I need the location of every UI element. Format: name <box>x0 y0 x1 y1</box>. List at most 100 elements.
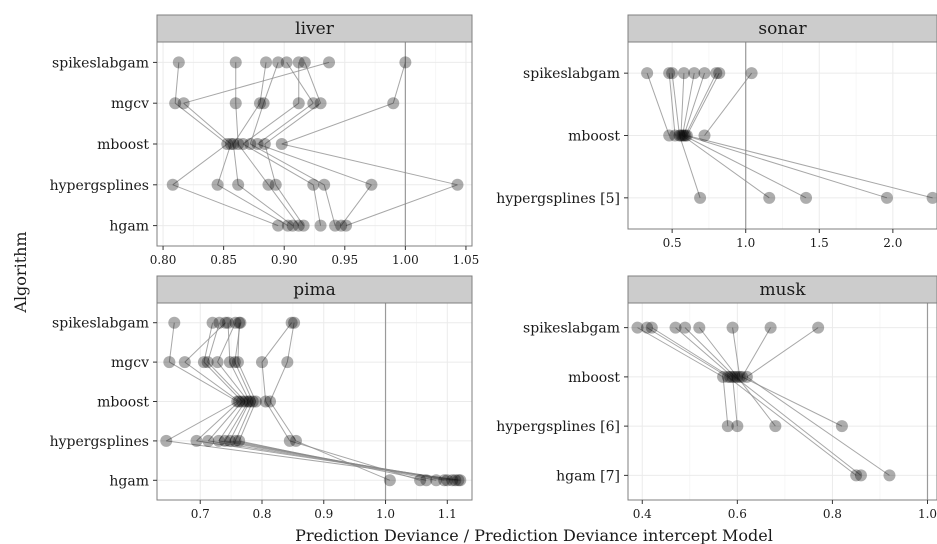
data-point <box>239 395 252 408</box>
data-point <box>674 129 687 142</box>
link-line <box>323 184 336 226</box>
data-point <box>178 356 191 369</box>
data-point <box>202 434 215 447</box>
panel-sonar: sonar spikeslabgam mboost hypergsplines [5]… <box>496 14 937 250</box>
data-point <box>724 370 737 383</box>
links <box>172 61 458 227</box>
link-line <box>340 184 372 226</box>
data-point <box>676 129 689 142</box>
category-label: mgcv <box>111 355 149 371</box>
data-point <box>211 356 224 369</box>
link-line <box>698 327 738 378</box>
link-line <box>217 184 289 227</box>
link-line <box>668 73 676 136</box>
data-point <box>212 434 225 447</box>
data-point <box>721 420 734 433</box>
data-point <box>163 356 176 369</box>
data-point <box>253 97 266 110</box>
category-label: hypergsplines [6] <box>496 419 620 435</box>
category-label: hgam <box>109 219 149 235</box>
link-line <box>166 401 238 442</box>
panel-pima: pima spikeslabgam mgcv mboost hypergsplines h… <box>50 275 473 521</box>
data-point <box>631 321 644 334</box>
link-line <box>174 62 180 104</box>
link-line <box>683 135 807 199</box>
data-point <box>275 138 288 150</box>
link-line <box>227 322 231 363</box>
data-point <box>430 474 443 487</box>
link-line <box>184 361 240 402</box>
data-point <box>323 56 336 69</box>
data-point <box>414 474 427 487</box>
data-point <box>726 321 739 334</box>
data-point <box>197 356 210 369</box>
category-label: mboost <box>97 395 149 411</box>
tick-label: 1.5 <box>810 236 829 250</box>
data-point <box>228 356 241 369</box>
link-line <box>169 361 238 402</box>
data-point <box>446 474 459 487</box>
data-point <box>733 370 746 383</box>
data-point <box>236 395 249 408</box>
tick-label: 1.05 <box>453 253 480 267</box>
tick-label: 1.0 <box>918 507 937 521</box>
link-line <box>257 102 314 145</box>
links <box>166 322 461 481</box>
tick-label: 0.8 <box>823 507 842 521</box>
data-point <box>222 316 235 329</box>
data-point <box>218 434 231 447</box>
link-line <box>261 362 267 402</box>
data-point <box>224 138 237 150</box>
data-point <box>800 191 813 204</box>
link-line <box>217 361 249 402</box>
category-label: mboost <box>568 129 620 145</box>
link-line <box>295 440 391 481</box>
data-point <box>231 356 244 369</box>
category-label: hgam <box>109 473 149 489</box>
strip-liver <box>156 14 473 43</box>
data-point <box>231 395 244 408</box>
data-point <box>340 219 352 232</box>
tick-label: 1.1 <box>438 507 457 521</box>
link-line <box>232 102 261 145</box>
data-point <box>262 178 275 191</box>
link-line <box>249 103 265 145</box>
data-point <box>663 67 676 80</box>
link-line <box>172 184 279 227</box>
tick-label: 0.5 <box>663 236 682 250</box>
data-point <box>242 395 255 408</box>
tick-label: 0.85 <box>210 253 237 267</box>
links <box>637 327 890 476</box>
link-line <box>734 376 862 476</box>
data-point <box>717 370 730 383</box>
tick-label: 1.0 <box>736 236 755 250</box>
data-point <box>201 356 214 369</box>
data-point <box>281 219 294 232</box>
data-point <box>764 321 777 334</box>
data-point <box>694 191 707 204</box>
data-point <box>249 395 262 408</box>
link-line <box>680 73 685 136</box>
data-point <box>221 138 234 150</box>
category-label: hypergsplines <box>50 178 149 194</box>
category-label: mgcv <box>111 96 149 112</box>
link-line <box>671 73 680 136</box>
data-point <box>281 356 294 369</box>
link-line <box>736 376 776 427</box>
data-point <box>677 129 690 142</box>
link-line <box>237 322 240 363</box>
link-line <box>183 61 330 104</box>
link-line <box>184 322 226 363</box>
data-point <box>383 474 396 487</box>
data-point <box>314 219 327 232</box>
category-label: spikeslabgam <box>523 66 620 82</box>
data-point <box>854 469 867 482</box>
data-point <box>251 138 264 150</box>
link-line <box>207 401 243 442</box>
link-line <box>250 143 325 186</box>
data-point <box>289 434 302 447</box>
link-line <box>242 143 314 186</box>
category-label: spikeslabgam <box>523 321 620 337</box>
data-point <box>233 434 246 447</box>
